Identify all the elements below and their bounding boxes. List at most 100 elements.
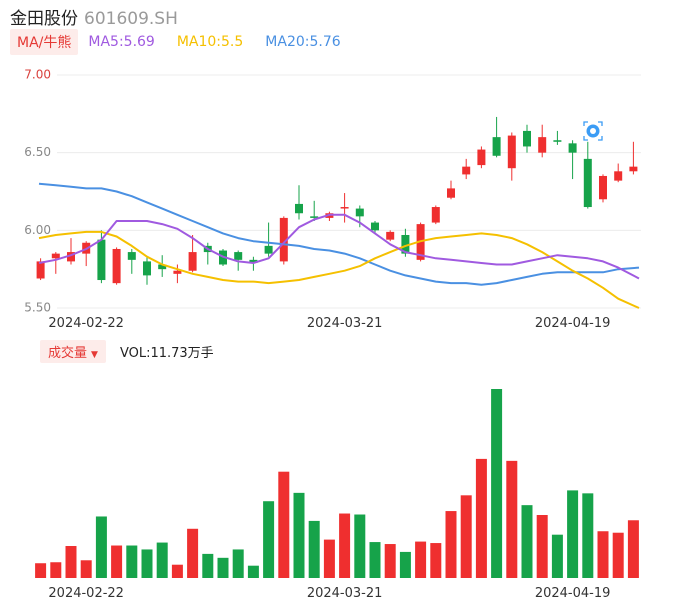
stock-name: 金田股份	[10, 9, 78, 29]
candle-body	[143, 261, 151, 276]
volume-bar	[384, 544, 396, 578]
volume-bar	[460, 495, 472, 578]
volume-x-axis-labels: 2024-02-22 2024-03-21 2024-04-19	[48, 586, 610, 601]
stock-title: 金田股份 601609.SH	[10, 4, 178, 29]
volume-bar	[430, 543, 442, 578]
volume-bar	[323, 539, 335, 578]
ma20-legend: MA20:5.76	[265, 34, 341, 50]
candle-body	[386, 231, 395, 240]
ma-legend: MA/牛熊 MA5:5.69 MA10:5.5 MA20:5.76	[10, 29, 353, 55]
volume-bar	[293, 492, 305, 578]
candle-body	[553, 140, 562, 142]
y-tick-label: 6.50	[24, 145, 51, 159]
candle-body	[188, 252, 197, 271]
grid-lines	[57, 74, 641, 309]
volume-bar	[126, 545, 138, 578]
volume-bars	[35, 389, 639, 578]
candle-body	[127, 252, 136, 260]
candle-body	[340, 207, 349, 209]
volume-bar	[232, 549, 244, 578]
candle-body	[158, 264, 167, 270]
volume-bar	[597, 531, 609, 578]
ma10-line	[38, 230, 640, 309]
candle-body	[629, 166, 638, 172]
x-tick-label: 2024-03-21	[307, 316, 383, 331]
volume-bar	[339, 513, 351, 578]
volume-bar	[354, 514, 366, 578]
volume-bar	[567, 490, 579, 578]
x-tick-label: 2024-03-21	[307, 586, 383, 601]
volume-bar	[141, 549, 153, 578]
volume-indicator-tab[interactable]: 成交量 ▼	[40, 339, 106, 363]
candle-body	[492, 137, 501, 156]
candle-body	[568, 143, 577, 153]
volume-bar	[171, 564, 183, 578]
event-marker-icon[interactable]	[583, 121, 603, 141]
candle-body	[279, 217, 288, 262]
volume-bar	[156, 542, 168, 578]
x-tick-label: 2024-02-22	[48, 586, 124, 601]
volume-bar	[217, 557, 229, 578]
volume-bar	[521, 505, 533, 578]
candle-body	[36, 261, 45, 279]
moving-average-lines	[38, 182, 640, 309]
volume-bar	[506, 460, 518, 578]
ma5-legend: MA5:5.69	[88, 34, 155, 50]
ma-indicator-tab[interactable]: MA/牛熊	[10, 29, 79, 55]
y-axis-labels: 7.00 6.50 6.00 5.50	[24, 68, 51, 315]
candle-body	[51, 253, 60, 259]
candle-body	[295, 203, 303, 214]
x-tick-label: 2024-04-19	[535, 316, 611, 331]
candle-body	[538, 137, 547, 153]
ma20-line	[38, 182, 640, 286]
volume-bar	[445, 511, 457, 578]
volume-tab-label: 成交量	[48, 345, 88, 361]
candle-body	[67, 252, 75, 262]
y-tick-label: 7.00	[24, 68, 51, 82]
volume-bar	[187, 528, 199, 578]
price-x-axis-labels: 2024-02-22 2024-03-21 2024-04-19	[48, 316, 610, 331]
volume-bar	[247, 565, 259, 578]
candle-body	[401, 234, 410, 254]
volume-bar	[263, 501, 275, 578]
ma5-line	[38, 213, 640, 280]
candle-body	[507, 135, 516, 169]
volume-bar	[369, 542, 381, 578]
volume-bar	[627, 520, 639, 578]
volume-bar	[399, 551, 411, 578]
candle-body	[431, 207, 440, 223]
volume-bar	[80, 560, 92, 578]
candle-body	[264, 245, 273, 254]
candle-body	[234, 252, 243, 260]
volume-value: VOL:11.73万手	[119, 345, 214, 361]
candle-body	[249, 259, 258, 263]
volume-bar	[536, 515, 548, 578]
volume-bar	[95, 516, 107, 578]
candle-body	[447, 188, 455, 198]
ma10-legend: MA10:5.5	[176, 34, 244, 50]
candle-body	[310, 216, 319, 218]
volume-bar	[582, 493, 594, 578]
volume-bar	[278, 471, 290, 578]
candle-body	[173, 270, 182, 274]
candle-body	[355, 208, 364, 217]
candle-body	[599, 175, 607, 200]
candle-body	[371, 222, 379, 231]
volume-bar	[35, 563, 47, 578]
volume-bar	[551, 534, 563, 578]
candle-body	[477, 149, 486, 166]
volume-bar	[65, 546, 77, 578]
candle-body	[97, 239, 106, 281]
volume-bar	[308, 520, 320, 578]
candle-body	[462, 166, 471, 175]
y-tick-label: 6.00	[24, 223, 51, 237]
volume-bar	[415, 541, 427, 578]
candle-body	[112, 248, 121, 284]
volume-bar	[475, 458, 487, 578]
candlesticks	[36, 116, 638, 285]
y-tick-label: 5.50	[24, 301, 51, 315]
volume-bar	[50, 562, 62, 578]
x-tick-label: 2024-02-22	[48, 316, 124, 331]
candle-body	[614, 171, 623, 181]
